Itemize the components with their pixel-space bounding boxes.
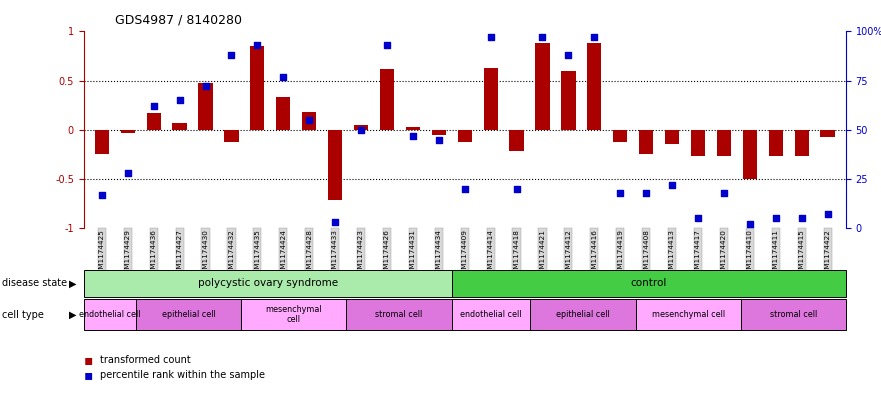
Text: mesenchymal cell: mesenchymal cell — [652, 310, 725, 319]
Point — [613, 189, 627, 196]
Point — [820, 211, 834, 217]
Point — [484, 34, 498, 40]
Text: ▪: ▪ — [84, 368, 93, 382]
Bar — [225, 130, 239, 143]
Bar — [432, 130, 446, 135]
Bar — [484, 68, 498, 130]
Point — [173, 97, 187, 103]
Bar — [95, 130, 109, 154]
Bar — [588, 43, 602, 130]
Text: endothelial cell: endothelial cell — [460, 310, 522, 319]
Bar — [276, 97, 291, 130]
Bar — [457, 130, 472, 143]
Bar — [146, 113, 161, 130]
Bar — [173, 123, 187, 130]
Text: polycystic ovary syndrome: polycystic ovary syndrome — [197, 278, 337, 288]
Point — [458, 185, 472, 192]
Point — [769, 215, 783, 221]
Bar — [406, 127, 420, 130]
Text: percentile rank within the sample: percentile rank within the sample — [100, 370, 264, 380]
Point — [561, 52, 575, 58]
Bar — [741, 299, 846, 330]
Text: GDS4987 / 8140280: GDS4987 / 8140280 — [115, 14, 241, 27]
Bar — [691, 130, 705, 156]
Bar — [241, 299, 346, 330]
Bar — [768, 130, 783, 156]
Bar — [743, 130, 757, 179]
Point — [795, 215, 809, 221]
Text: ▶: ▶ — [69, 310, 77, 320]
Text: control: control — [631, 278, 667, 288]
Bar — [84, 299, 137, 330]
Bar — [250, 46, 264, 130]
Text: transformed count: transformed count — [100, 354, 190, 365]
Point — [536, 34, 550, 40]
Point — [302, 117, 316, 123]
Point — [95, 191, 109, 198]
Bar — [452, 299, 530, 330]
Bar — [665, 130, 679, 145]
Point — [743, 221, 757, 227]
Point — [509, 185, 523, 192]
Point — [328, 219, 342, 225]
Text: endothelial cell: endothelial cell — [79, 310, 141, 319]
Point — [691, 215, 705, 221]
Bar — [137, 299, 241, 330]
Point — [277, 73, 291, 80]
Point — [432, 136, 446, 143]
Point — [250, 42, 264, 48]
Text: ▶: ▶ — [69, 278, 77, 288]
Point — [717, 189, 731, 196]
Bar — [635, 299, 741, 330]
Bar — [302, 112, 316, 130]
Text: epithelial cell: epithelial cell — [162, 310, 216, 319]
Bar — [717, 130, 731, 156]
Bar — [509, 130, 523, 151]
Point — [146, 103, 160, 109]
Bar — [536, 43, 550, 130]
Text: cell type: cell type — [2, 310, 44, 320]
Point — [354, 127, 368, 133]
Text: epithelial cell: epithelial cell — [556, 310, 610, 319]
Bar — [380, 69, 394, 130]
Text: mesenchymal
cell: mesenchymal cell — [265, 305, 322, 325]
Bar — [354, 125, 368, 130]
Bar — [84, 270, 452, 297]
Point — [198, 83, 212, 90]
Text: disease state: disease state — [2, 278, 67, 288]
Point — [380, 42, 394, 48]
Text: stromal cell: stromal cell — [770, 310, 817, 319]
Bar — [820, 130, 834, 137]
Text: stromal cell: stromal cell — [375, 310, 423, 319]
Point — [639, 189, 653, 196]
Bar — [121, 130, 135, 133]
Point — [588, 34, 602, 40]
Bar — [530, 299, 635, 330]
Text: ▪: ▪ — [84, 353, 93, 367]
Point — [121, 170, 135, 176]
Bar — [328, 130, 342, 200]
Point — [406, 132, 420, 139]
Bar — [452, 270, 846, 297]
Point — [665, 182, 679, 188]
Bar — [613, 130, 627, 143]
Bar — [198, 83, 212, 130]
Bar — [639, 130, 654, 154]
Point — [225, 52, 239, 58]
Bar — [561, 71, 575, 130]
Bar — [795, 130, 809, 156]
Bar — [346, 299, 452, 330]
